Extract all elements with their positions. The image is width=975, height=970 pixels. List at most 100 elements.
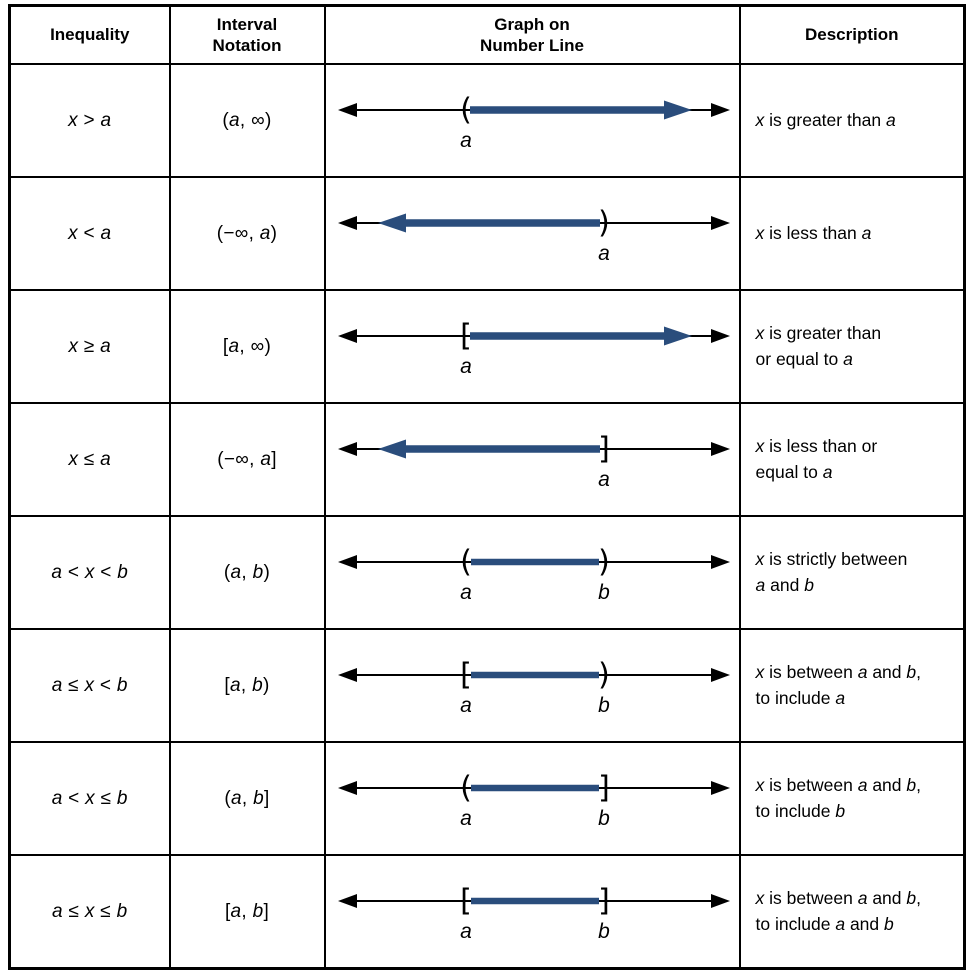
math-variable: a — [52, 900, 63, 922]
math-variable: b — [906, 662, 917, 683]
endpoint-label: a — [460, 581, 472, 604]
inequality-cell: x < a — [8, 176, 171, 291]
interval-notation-cell: (a, b] — [168, 741, 326, 856]
endpoint-bracket: ] — [598, 431, 610, 466]
math-variable: b — [116, 900, 128, 922]
inequality-cell: x > a — [8, 63, 171, 178]
number-line-graph-cell: [a) b — [323, 628, 741, 743]
math-variable: a — [231, 787, 242, 809]
math-variable: x — [755, 436, 765, 457]
number-line: [a — [337, 318, 730, 378]
number-line: [a]b — [337, 883, 730, 943]
math-variable: a — [755, 574, 766, 595]
right-arrowhead-icon — [710, 328, 730, 343]
endpoint-label: a — [598, 468, 610, 491]
math-variable: x — [68, 335, 79, 357]
math-variable: x — [68, 109, 78, 131]
description-cell: x is less than a — [738, 176, 966, 291]
math-variable: x — [84, 674, 95, 696]
endpoint-bracket: [ — [460, 883, 472, 918]
interval-notation-cell: (a, b) — [168, 515, 326, 630]
math-variable: x — [755, 775, 765, 796]
column-header-inequality: Inequality — [8, 4, 171, 65]
description-cell: x is greater than or equal to a — [738, 289, 966, 404]
endpoint-label: a — [460, 920, 472, 943]
interval-notation-table-wrap: Inequality Interval Notation Graph on Nu… — [8, 4, 966, 970]
math-variable: a — [230, 674, 241, 696]
math-variable: a — [51, 561, 63, 583]
math-variable: b — [116, 674, 128, 696]
table-row: x > a (a, ∞) (a x is greater than a — [8, 63, 966, 178]
endpoint-paren: ) — [598, 657, 610, 692]
math-variable: b — [835, 800, 846, 821]
left-arrowhead-icon — [337, 102, 357, 117]
endpoint-paren: ) — [598, 205, 610, 240]
math-variable: a — [51, 787, 63, 809]
description-cell: x is greater than a — [738, 63, 966, 178]
endpoint-label: b — [598, 581, 610, 604]
right-arrowhead-icon — [710, 102, 730, 117]
math-variable: b — [116, 787, 128, 809]
math-variable: a — [857, 662, 868, 683]
right-arrowhead-icon — [710, 780, 730, 795]
interval-notation-table: Inequality Interval Notation Graph on Nu… — [8, 4, 966, 970]
endpoint-label: a — [460, 129, 472, 152]
math-variable: b — [117, 561, 129, 583]
highlight-arrowhead-icon — [377, 439, 406, 458]
math-variable: a — [835, 913, 846, 934]
math-variable: x — [755, 222, 765, 243]
math-variable: a — [857, 775, 868, 796]
math-variable: a — [229, 109, 240, 131]
left-arrowhead-icon — [337, 441, 357, 456]
endpoint-label: a — [460, 807, 472, 830]
right-arrowhead-icon — [710, 893, 730, 908]
left-arrowhead-icon — [337, 215, 357, 230]
math-variable: b — [252, 900, 264, 922]
inequality-cell: a ≤ x < b — [8, 628, 171, 743]
endpoint-paren: ) — [598, 544, 610, 579]
endpoint-label: b — [598, 807, 610, 830]
inequality-cell: x ≤ a — [8, 402, 171, 517]
column-header-description: Description — [738, 4, 966, 65]
inequality-cell: a < x ≤ b — [8, 741, 171, 856]
interval-notation-cell: (−∞, a] — [168, 402, 326, 517]
number-line: ]a — [337, 431, 730, 491]
inequality-cell: a < x < b — [8, 515, 171, 630]
math-variable: b — [884, 913, 894, 934]
interval-notation-cell: [a, b] — [168, 854, 326, 970]
description-cell: x is between a and b, to include a — [738, 628, 966, 743]
number-line-graph-cell: (a] b — [323, 741, 741, 856]
description-cell: x is less than or equal to a — [738, 402, 966, 517]
math-variable: a — [843, 348, 853, 369]
math-variable: x — [755, 109, 765, 130]
number-line-graph-cell: ) a — [323, 176, 741, 291]
number-line: )a — [337, 205, 730, 265]
math-variable: b — [906, 775, 917, 796]
right-arrowhead-icon — [710, 441, 730, 456]
inequality-cell: a ≤ x ≤ b — [8, 854, 171, 970]
table-row: x ≤ a (−∞, a] ] a x is less than or equal … — [8, 402, 966, 517]
left-arrowhead-icon — [337, 667, 357, 682]
number-line-graph-cell: ] a — [323, 402, 741, 517]
right-arrowhead-icon — [710, 215, 730, 230]
left-arrowhead-icon — [337, 780, 357, 795]
math-variable: x — [755, 888, 765, 909]
math-variable: a — [835, 687, 846, 708]
number-line: [a)b — [337, 657, 730, 717]
endpoint-paren: ( — [460, 92, 472, 127]
right-arrowhead-icon — [710, 667, 730, 682]
math-variable: a — [260, 448, 272, 470]
endpoint-paren: ( — [460, 544, 472, 579]
math-variable: x — [755, 323, 765, 344]
highlight-arrowhead-icon — [663, 100, 692, 119]
math-variable: b — [253, 787, 264, 809]
left-arrowhead-icon — [337, 328, 357, 343]
endpoint-label: a — [460, 694, 472, 717]
math-variable: a — [861, 222, 872, 243]
number-line-graph-cell: [a] b — [323, 854, 741, 970]
math-variable: b — [906, 888, 917, 909]
table-row: x < a (−∞, a) ) a x is less than a — [8, 176, 966, 291]
interval-notation-cell: (−∞, a) — [168, 176, 326, 291]
math-variable: a — [230, 561, 242, 583]
number-line-graph-cell: (a) b — [323, 515, 741, 630]
